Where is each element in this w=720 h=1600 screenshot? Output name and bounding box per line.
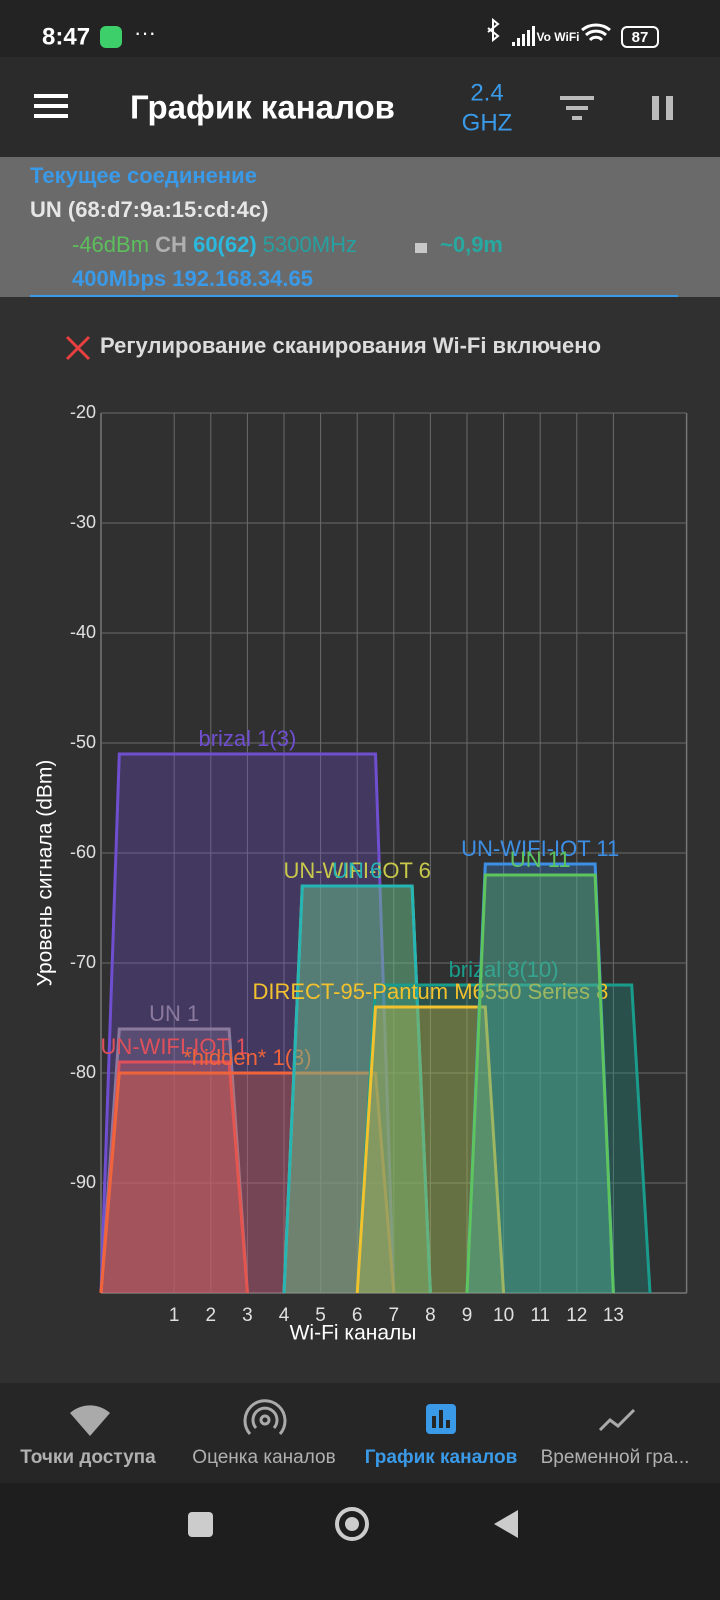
recents-button[interactable] [188,1512,213,1537]
wifi-icon [581,23,611,42]
y-axis-label: Уровень сигнала (dBm) [34,760,57,987]
x-tick-label: 1 [169,1305,180,1326]
volte: Vo WiFi [537,30,580,44]
app-icon [100,26,122,48]
x-tick-label: 7 [389,1305,400,1326]
signal-icon [512,26,535,46]
y-tick-label: -80 [70,1062,96,1082]
notice-icon [65,335,91,361]
toolbar [0,57,720,157]
x-tick-label: 11 [530,1305,550,1326]
x-tick-label: 9 [462,1305,473,1326]
bluetooth-icon [487,17,500,43]
y-tick-label: -30 [70,512,96,532]
network-label: *hidden* 1(3) [183,1045,311,1070]
network-signal [465,873,615,1294]
tab-icon-bars [432,1410,450,1428]
x-tick-label: 10 [493,1305,514,1326]
filter-button[interactable] [560,96,594,120]
y-tick-label: -60 [70,842,96,862]
more-dots: ··· [134,20,156,45]
network-label: brizal 8(10) [449,957,559,982]
band-unit[interactable]: GHZ [462,109,513,136]
x-tick-label: 4 [279,1305,290,1326]
home-button[interactable] [335,1507,369,1541]
tab-label[interactable]: Оценка каналов [192,1447,335,1468]
x-axis-label: Wi-Fi каналы [290,1322,417,1345]
network-label: UN-WIFI-IOT 6 [283,858,430,883]
x-tick-label: 3 [242,1305,253,1326]
network-label: UN 11 [510,847,571,872]
tab-label[interactable]: Временной гра... [541,1447,690,1468]
signal: -46dBm [72,232,149,257]
x-tick-label: 8 [425,1305,436,1326]
battery-level: 87 [632,29,649,46]
y-tick-label: -70 [70,952,96,972]
battery [621,26,659,48]
channel-label: CH [155,232,187,257]
network-signal [282,884,432,1294]
system-nav [0,1483,720,1600]
network-label: UN 1 [149,1001,199,1026]
y-tick-label: -90 [70,1172,96,1192]
network-label: UN-WIFI-IOT 1 [100,1034,247,1059]
network-signal [99,752,396,1294]
frequency: 5300MHz [263,232,357,257]
network-label: DIRECT-95-Pantum M6550 Series 8 [252,979,608,1004]
connection-ssid: UN (68:d7:9a:15:cd:4c) [30,197,268,222]
x-tick-label: 2 [206,1305,217,1326]
tab-label[interactable]: График каналов [365,1447,518,1468]
back-button[interactable] [494,1510,518,1538]
network-label: UN-WIFI-IOT 11 [461,836,619,861]
network-signal [355,1005,506,1294]
pause-button[interactable] [652,96,673,120]
distance: ~0,9m [440,232,503,257]
network-signal [99,1071,396,1294]
x-tick-label: 5 [315,1305,326,1326]
screen-title: График каналов [130,89,395,126]
connection-details: 400Mbps 192.168.34.65 [72,266,313,291]
tab-icon [598,1408,636,1432]
network-label: brizal 1(3) [198,726,296,751]
x-tick-label: 13 [603,1305,624,1326]
y-tick-label: -20 [70,402,96,422]
home-dot [345,1517,359,1531]
x-tick-label: 12 [566,1305,587,1326]
y-tick-label: -50 [70,732,96,752]
clock: 8:47 [42,23,90,50]
y-tick-label: -40 [70,622,96,642]
bottom-nav [0,1383,720,1483]
tab-label[interactable]: Точки доступа [20,1447,156,1468]
lock-icon [415,243,427,253]
connection-stats: -46dBm CH 60(62) 5300MHz [72,232,357,257]
tab-labels: Точки доступа Оценка каналов График канало… [20,1447,689,1468]
channel: 60(62) [193,232,257,257]
band[interactable]: 2.4 [470,79,503,106]
tab-icon [70,1405,110,1436]
connection-panel [0,157,720,297]
channel-graph: -90-80-70-60-50-40-30-201 2 3 4 5 6 7 8 9 10 11 12 1… [34,402,688,1345]
connection-heading: Текущее соединение [30,163,257,188]
x-tick-label: 6 [352,1305,363,1326]
tab-icon [243,1399,287,1435]
menu-button[interactable] [34,94,68,118]
network-label: UN 6 [332,858,382,883]
notice: Регулирование сканирования Wi-Fi включен… [100,333,601,358]
